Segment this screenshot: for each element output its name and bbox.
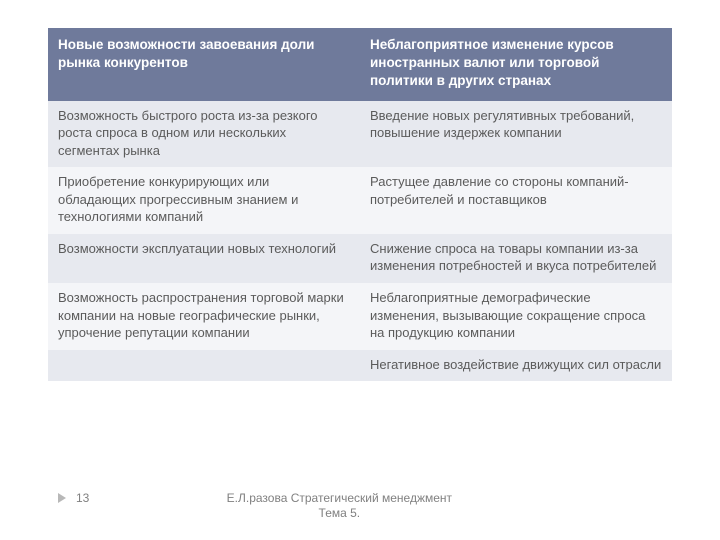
arrow-icon <box>58 493 66 503</box>
cell-threat: Неблагоприятные демографические изменени… <box>360 283 672 350</box>
table-row: Приобретение конкурирующих или обладающи… <box>48 167 672 234</box>
cell-opportunity: Возможность быстрого роста из-за резкого… <box>48 101 360 168</box>
table-row: Возможности эксплуатации новых технологи… <box>48 234 672 283</box>
cell-threat: Растущее давление со стороны компаний-по… <box>360 167 672 234</box>
cell-threat: Негативное воздействие движущих сил отра… <box>360 350 672 382</box>
cell-threat: Введение новых регулятивных требований, … <box>360 101 672 168</box>
page-number: 13 <box>76 491 89 505</box>
cell-threat: Снижение спроса на товары компании из-за… <box>360 234 672 283</box>
credit-line-2: Тема 5. <box>319 506 361 520</box>
table-row: Возможность быстрого роста из-за резкого… <box>48 101 672 168</box>
table-body: Возможность быстрого роста из-за резкого… <box>48 101 672 382</box>
cell-opportunity: Приобретение конкурирующих или обладающи… <box>48 167 360 234</box>
footer-credit: Е.Л.разова Стратегический менеджмент Тем… <box>179 491 499 522</box>
table-row: Негативное воздействие движущих сил отра… <box>48 350 672 382</box>
cell-opportunity: Возможность распространения торговой мар… <box>48 283 360 350</box>
cell-opportunity <box>48 350 360 382</box>
cell-opportunity: Возможности эксплуатации новых технологи… <box>48 234 360 283</box>
slide-footer: 13 Е.Л.разова Стратегический менеджмент … <box>0 491 720 522</box>
table-header-row: Новые возможности завоевания доли рынка … <box>48 28 672 101</box>
slide: Новые возможности завоевания доли рынка … <box>0 0 720 540</box>
swot-table: Новые возможности завоевания доли рынка … <box>48 28 672 381</box>
header-threats: Неблагоприятное изменение курсов иностра… <box>360 28 672 101</box>
credit-line-1: Е.Л.разова Стратегический менеджмент <box>227 491 452 505</box>
header-opportunities: Новые возможности завоевания доли рынка … <box>48 28 360 101</box>
table-row: Возможность распространения торговой мар… <box>48 283 672 350</box>
